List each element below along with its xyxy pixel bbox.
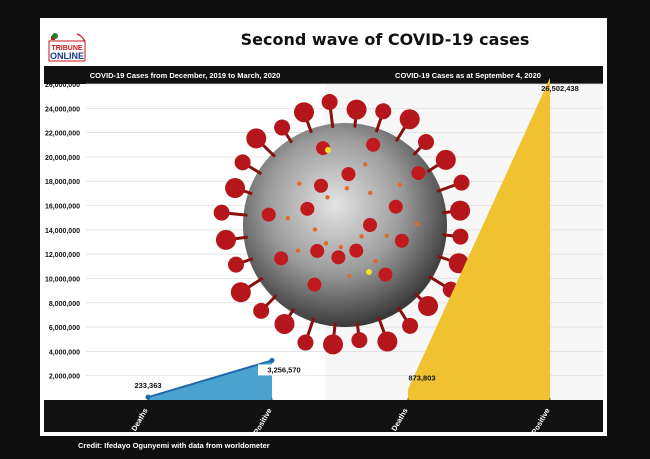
- y-axis-ticks: 2,000,000 4,000,000 6,000,000 8,000,000 10,0…: [45, 82, 80, 381]
- y-tick-label: 18,000,000: [45, 179, 80, 186]
- left-series: 233,363 3,256,570: [134, 357, 310, 400]
- y-tick-label: 10,000,000: [45, 276, 80, 283]
- left-point-positive: [269, 357, 275, 363]
- left-value-label-bg: [258, 364, 310, 376]
- x-axis-band: [44, 400, 603, 432]
- y-tick-label: 24,000,000: [45, 106, 80, 113]
- credit-text: Credit: Ifedayo Ogunyemi with data from …: [78, 441, 270, 450]
- left-panel-title: COVID-19 Cases from December, 2019 to Ma…: [90, 71, 281, 80]
- y-tick-label: 2,000,000: [49, 374, 80, 381]
- page-title: Second wave of COVID-19 cases: [240, 30, 530, 49]
- panel-header-bar: [44, 66, 603, 84]
- tribune-online-logo: TRIBUNE ONLINE: [47, 30, 89, 64]
- y-tick-label: 8,000,000: [49, 301, 80, 308]
- y-tick-label: 26,000,000: [45, 82, 80, 89]
- y-tick-label: 12,000,000: [45, 252, 80, 259]
- coronavirus-illustration: [213, 93, 471, 355]
- y-tick-label: 16,000,000: [45, 204, 80, 211]
- left-series-line: [147, 359, 273, 399]
- right-panel-title: COVID-19 Cases as at September 4, 2020: [395, 71, 541, 80]
- right-value-label-deaths: 873,803: [408, 373, 435, 382]
- y-tick-label: 14,000,000: [45, 228, 80, 235]
- y-tick-label: 22,000,000: [45, 131, 80, 138]
- y-tick-label: 6,000,000: [49, 325, 80, 332]
- right-value-label-positive: 26,502,438: [541, 84, 579, 93]
- svg-text:TRIBUNE: TRIBUNE: [51, 45, 82, 52]
- svg-text:ONLINE: ONLINE: [50, 51, 84, 61]
- left-point-deaths: [145, 394, 151, 400]
- right-area-fill: [408, 77, 550, 401]
- y-tick-label: 20,000,000: [45, 155, 80, 162]
- right-series: 873,803 26,502,438: [408, 77, 579, 401]
- y-tick-label: 4,000,000: [49, 349, 80, 356]
- left-value-label-positive: 3,256,570: [267, 365, 300, 374]
- left-value-label-deaths: 233,363: [134, 381, 161, 390]
